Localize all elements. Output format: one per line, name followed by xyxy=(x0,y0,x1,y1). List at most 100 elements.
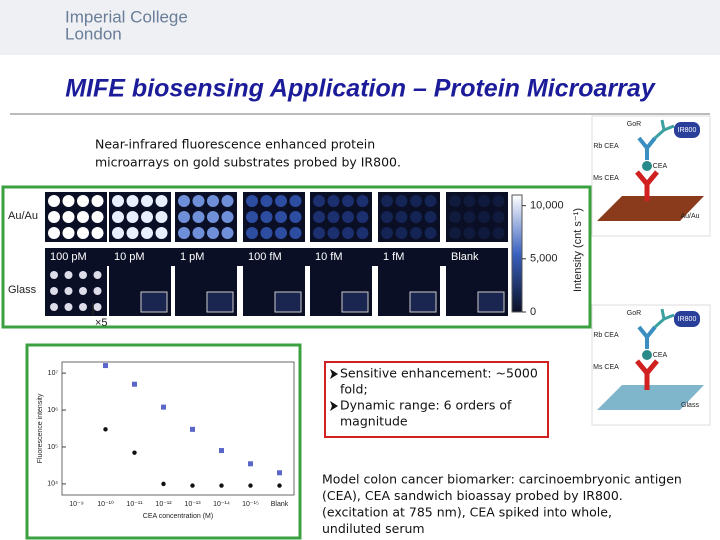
array-spot xyxy=(48,227,60,239)
array-spot xyxy=(155,227,168,239)
diagram-label: CEA xyxy=(653,352,668,359)
column-label: 10 pM xyxy=(114,251,145,263)
antibody xyxy=(635,170,659,201)
inset-box xyxy=(206,291,234,313)
slide-title: MIFE biosensing Application – Protein Mi… xyxy=(65,75,656,103)
bullet-line: fold; xyxy=(340,382,368,397)
array-spot xyxy=(112,211,124,223)
array-spot xyxy=(410,227,422,239)
array-spot xyxy=(327,227,340,239)
array-spot xyxy=(112,227,124,239)
calibration-plot: 10⁴ 10⁵ 10⁶ 10⁷ 10⁻⁹ 10⁻¹⁰ 10⁻¹¹ 10⁻¹² 10⁻¹³ 10⁻¹… xyxy=(25,343,302,540)
inset-box xyxy=(274,291,302,313)
data-point xyxy=(161,481,166,487)
diagram-label: IR800 xyxy=(678,316,697,323)
data-point xyxy=(103,363,108,369)
array-spot xyxy=(492,227,505,239)
array-spot xyxy=(275,195,287,207)
array-spot xyxy=(207,195,219,207)
array-spot xyxy=(381,227,393,239)
array-spot xyxy=(221,227,234,239)
data-point xyxy=(190,426,195,432)
row-label: Au/Au xyxy=(8,210,38,222)
array-spot xyxy=(327,211,340,223)
x-tick-label: 10⁻¹⁵ xyxy=(242,501,259,508)
description-line: undiluted serum xyxy=(322,521,425,536)
array-spot xyxy=(356,195,369,207)
bullet-arrow xyxy=(330,369,338,379)
antibody xyxy=(654,308,675,329)
magnification: ×5 xyxy=(95,317,108,329)
array-spot xyxy=(221,211,234,223)
array-spot xyxy=(313,195,325,207)
colorbar xyxy=(511,194,523,313)
column-label: Blank xyxy=(451,251,479,263)
y-axis-label: Fluorescence intensity xyxy=(37,393,44,463)
column-label: 10 fM xyxy=(315,251,343,263)
diagram-label: Ms CEA xyxy=(593,364,619,371)
array-spot xyxy=(246,195,258,207)
data-point xyxy=(277,483,282,488)
array-spot xyxy=(221,195,234,207)
array-spot xyxy=(449,195,461,207)
description-line: Model colon cancer biomarker: carcinoemb… xyxy=(322,472,682,487)
array-spot xyxy=(449,227,461,239)
array-spot xyxy=(207,211,219,223)
description-line: (CEA), CEA sandwich bioassay probed by I… xyxy=(322,488,623,503)
data-point xyxy=(277,470,282,476)
array-spot xyxy=(178,211,190,223)
array-spot xyxy=(395,227,408,239)
array-spot xyxy=(91,195,104,207)
microarray-figure: Au/Au Glass 100 pM 10 pM 1 pM 100 fM 10 fM 1 fM… xyxy=(1,185,592,329)
array-spot xyxy=(246,211,258,223)
array-spot xyxy=(410,211,422,223)
column-label: 1 fM xyxy=(383,251,404,263)
array-spot xyxy=(79,287,87,295)
array-spot xyxy=(289,227,302,239)
array-spot xyxy=(395,211,408,223)
antibody xyxy=(637,325,657,349)
column-label: 100 fM xyxy=(248,251,282,263)
x-tick-label: 10⁻¹¹ xyxy=(126,501,143,508)
bullet-arrow xyxy=(330,401,338,411)
diagram-label: IR800 xyxy=(678,127,697,134)
array-spot xyxy=(381,195,393,207)
array-spot xyxy=(141,195,153,207)
dye xyxy=(674,122,700,138)
array-spot xyxy=(192,195,205,207)
bullet-line: Sensitive enhancement: ~5000 xyxy=(340,366,538,381)
array-spot xyxy=(50,271,58,279)
array-spot xyxy=(410,195,422,207)
logo-line: London xyxy=(65,24,122,43)
antibody xyxy=(635,359,659,390)
array-spot xyxy=(178,227,190,239)
antigen xyxy=(642,161,652,171)
array-spot xyxy=(77,227,89,239)
array-spot xyxy=(64,271,73,279)
inset-box xyxy=(140,291,168,313)
array-spot xyxy=(93,271,102,279)
array-spot xyxy=(381,211,393,223)
data-point xyxy=(161,404,166,410)
data-point xyxy=(248,483,253,488)
dye xyxy=(674,311,700,327)
data-point xyxy=(132,450,137,455)
colorbar-tick-label: 5,000 xyxy=(530,253,558,265)
array-spot xyxy=(192,227,205,239)
x-tick-label: Blank xyxy=(271,501,289,508)
array-spot xyxy=(141,211,153,223)
array-spot xyxy=(64,287,73,295)
x-axis-label: CEA concentration (M) xyxy=(143,513,213,520)
antibody xyxy=(654,119,675,140)
array-spot xyxy=(48,195,60,207)
diagram-label: Rb CEA xyxy=(593,332,619,339)
array-spot xyxy=(155,195,168,207)
array-spot xyxy=(342,195,354,207)
data-point xyxy=(248,461,253,467)
diagram-label: Ms CEA xyxy=(593,175,619,182)
array-spot xyxy=(112,195,124,207)
substrate-label: Au/Au xyxy=(680,213,699,220)
array-spot xyxy=(327,195,340,207)
array-spot xyxy=(178,195,190,207)
array-spot xyxy=(275,211,287,223)
